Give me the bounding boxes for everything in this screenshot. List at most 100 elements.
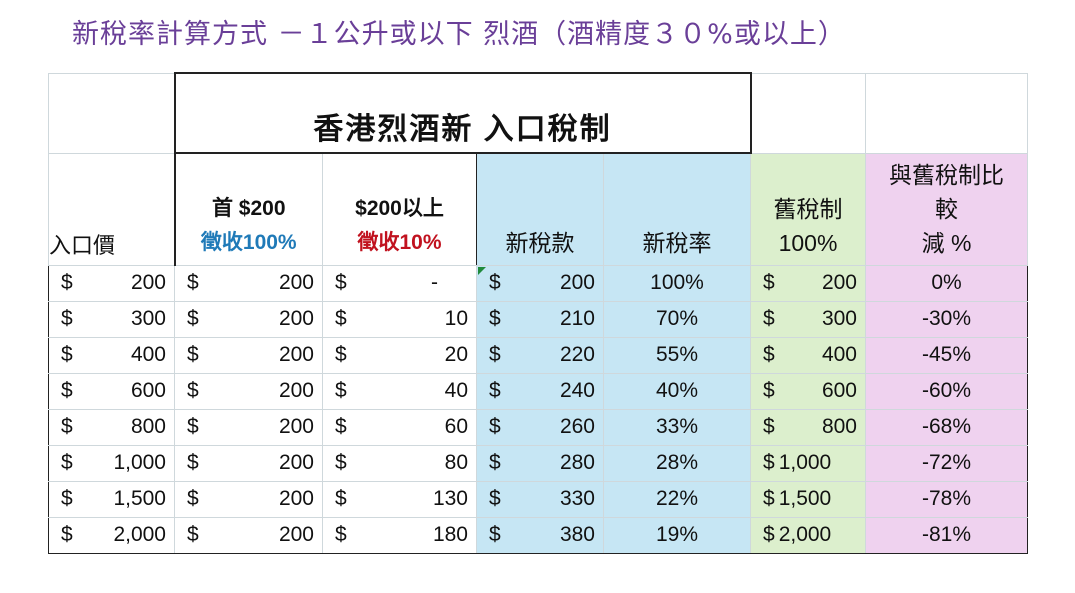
value-old: 2,000 xyxy=(778,523,832,546)
cell-rate: 55% xyxy=(603,336,751,374)
cell-cmp: -60% xyxy=(865,372,1028,410)
header-compare: 與舊稅制比 較 減 % xyxy=(865,152,1028,266)
cell-rate: 33% xyxy=(603,408,751,446)
value-price: 2,000 xyxy=(113,523,166,546)
cell-rate: 28% xyxy=(603,444,751,482)
value-new_tax: 380 xyxy=(559,523,595,546)
cell-new_tax: $330 xyxy=(476,480,604,518)
cell-new_tax: $260 xyxy=(476,408,604,446)
currency-symbol: $ xyxy=(187,487,199,510)
tax-comparison-table: 香港烈酒新 入口稅制 入口價 首 $200 徵收100% $200以上 徵收10… xyxy=(48,72,1028,554)
page-title: 新稅率計算方式 －１公升或以下 烈酒（酒精度３０%或以上） xyxy=(72,19,846,50)
cell-first: $200 xyxy=(174,264,323,302)
header-compare-line1: 與舊稅制比 xyxy=(889,161,1004,188)
value-new_tax: 210 xyxy=(559,307,595,330)
cell-new_tax: $380 xyxy=(476,516,604,554)
currency-symbol: $ xyxy=(763,523,775,546)
cell-new_tax: $240 xyxy=(476,372,604,410)
value-first: 200 xyxy=(278,451,314,474)
cell-above: $20 xyxy=(322,336,477,374)
cell-cmp: -72% xyxy=(865,444,1028,482)
header-old-tax-label: 舊稅制 xyxy=(773,195,843,222)
currency-symbol: $ xyxy=(335,271,347,294)
cell-above: $60 xyxy=(322,408,477,446)
value-new_tax: 330 xyxy=(559,487,595,510)
value-new_tax: 220 xyxy=(559,343,595,366)
currency-symbol: $ xyxy=(61,307,73,330)
table-row: $2,000 $200 $180 $380 19% $2,000 -81% xyxy=(48,516,1028,554)
blank-cell xyxy=(750,72,866,154)
value-new_tax: 240 xyxy=(559,379,595,402)
value-old: 400 xyxy=(821,343,857,366)
currency-symbol: $ xyxy=(61,343,73,366)
title-row: 香港烈酒新 入口稅制 xyxy=(48,72,1028,154)
currency-symbol: $ xyxy=(187,415,199,438)
table-row: $800 $200 $60 $260 33% $800 -68% xyxy=(48,408,1028,446)
currency-symbol: $ xyxy=(335,415,347,438)
value-first: 200 xyxy=(278,379,314,402)
cell-rate: 100% xyxy=(603,264,751,302)
cell-first: $200 xyxy=(174,408,323,446)
value-old: 1,000 xyxy=(778,451,832,474)
value-old: 300 xyxy=(821,307,857,330)
cell-above: $80 xyxy=(322,444,477,482)
cell-old: $2,000 xyxy=(750,516,866,554)
blank-cell xyxy=(865,72,1028,154)
cell-new_tax: $220 xyxy=(476,336,604,374)
cell-old: $600 xyxy=(750,372,866,410)
cell-cmp: -45% xyxy=(865,336,1028,374)
currency-symbol: $ xyxy=(335,487,347,510)
blank-cell xyxy=(48,72,175,154)
cell-new_tax: $280 xyxy=(476,444,604,482)
cell-above: $130 xyxy=(322,480,477,518)
value-above: 10 xyxy=(444,307,468,330)
cell-first: $200 xyxy=(174,444,323,482)
currency-symbol: $ xyxy=(187,271,199,294)
currency-symbol: $ xyxy=(335,379,347,402)
value-first: 200 xyxy=(278,487,314,510)
currency-symbol: $ xyxy=(61,487,73,510)
currency-symbol: $ xyxy=(489,307,501,330)
cell-old: $1,000 xyxy=(750,444,866,482)
cell-price: $300 xyxy=(48,300,175,338)
value-price: 1,000 xyxy=(113,451,166,474)
value-price: 200 xyxy=(130,271,166,294)
cell-above: $40 xyxy=(322,372,477,410)
value-above: 40 xyxy=(444,379,468,402)
cell-new_tax: $200 xyxy=(476,264,604,302)
currency-symbol: $ xyxy=(187,343,199,366)
cell-price: $2,000 xyxy=(48,516,175,554)
cell-price: $400 xyxy=(48,336,175,374)
currency-symbol: $ xyxy=(763,451,775,474)
currency-symbol: $ xyxy=(763,271,775,294)
table-row: $300 $200 $10 $210 70% $300 -30% xyxy=(48,300,1028,338)
cell-above: $ - xyxy=(322,264,477,302)
cell-price: $1,000 xyxy=(48,444,175,482)
header-above-200-rate: 徵收10% xyxy=(357,230,442,254)
header-import-price: 入口價 xyxy=(48,152,175,266)
currency-symbol: $ xyxy=(187,523,199,546)
cell-old: $1,500 xyxy=(750,480,866,518)
header-above-200: $200以上 徵收10% xyxy=(322,152,477,266)
currency-symbol: $ xyxy=(763,343,775,366)
table-row: $400 $200 $20 $220 55% $400 -45% xyxy=(48,336,1028,374)
currency-symbol: $ xyxy=(187,451,199,474)
cell-price: $200 xyxy=(48,264,175,302)
currency-symbol: $ xyxy=(335,523,347,546)
value-new_tax: 280 xyxy=(559,451,595,474)
header-new-rate: 新稅率 xyxy=(603,152,751,266)
cell-price: $800 xyxy=(48,408,175,446)
currency-symbol: $ xyxy=(335,451,347,474)
table-row: $200 $200 $ - $200 100% $200 0% xyxy=(48,264,1028,302)
currency-symbol: $ xyxy=(763,415,775,438)
currency-symbol: $ xyxy=(489,451,501,474)
cell-rate: 19% xyxy=(603,516,751,554)
value-old: 600 xyxy=(821,379,857,402)
value-above: 80 xyxy=(444,451,468,474)
currency-symbol: $ xyxy=(61,271,73,294)
value-above: 130 xyxy=(432,487,468,510)
cell-first: $200 xyxy=(174,372,323,410)
header-old-tax-rate: 100% xyxy=(778,229,838,256)
header-above-200-label: $200以上 xyxy=(355,196,444,220)
cell-first: $200 xyxy=(174,300,323,338)
